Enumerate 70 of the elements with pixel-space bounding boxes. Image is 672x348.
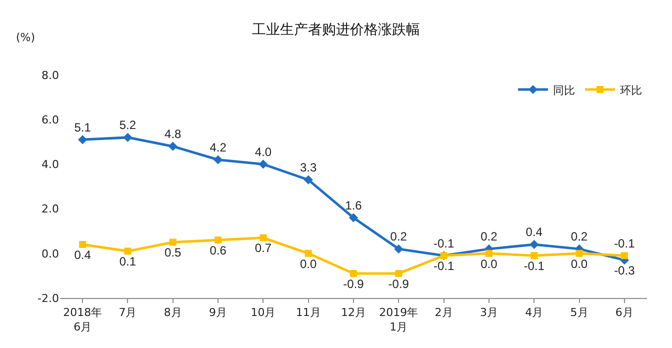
data-label: 0.2 — [480, 230, 498, 244]
point — [260, 234, 267, 242]
point — [258, 160, 268, 169]
x-tick-label: 3月 — [480, 306, 498, 320]
data-label: 0.7 — [254, 241, 272, 256]
data-label: 0.4 — [74, 248, 92, 262]
data-label: 3.3 — [300, 160, 318, 174]
x-tick-label: 8月 — [164, 306, 182, 320]
point — [304, 175, 313, 184]
point — [123, 132, 132, 142]
data-label: 0.5 — [164, 246, 182, 260]
data-label: 4.2 — [210, 140, 227, 154]
chart-title: 工业生产者购进价格涨跌幅 — [252, 22, 420, 38]
data-label: 5.2 — [119, 118, 136, 132]
point — [304, 250, 312, 257]
data-label: 5.1 — [74, 120, 92, 134]
x-tick-label: 4月 — [525, 306, 544, 320]
data-label: 0.2 — [390, 230, 408, 244]
point — [576, 250, 583, 257]
data-label: 0.0 — [480, 256, 498, 271]
y-tick-label: -2.0 — [38, 292, 59, 305]
data-label: -0.1 — [614, 236, 636, 250]
x-tick-label: 2月 — [434, 306, 453, 320]
point — [169, 238, 176, 246]
point — [168, 142, 178, 151]
x-tick-label: 6月 — [615, 306, 634, 320]
data-label: -0.9 — [388, 276, 410, 291]
data-label: 4.0 — [254, 144, 272, 159]
x-tick-label: 11月 — [296, 306, 321, 320]
data-label: 4.8 — [164, 126, 182, 141]
legend-label: 同比 — [553, 84, 575, 97]
y-axis-title: (%) — [16, 31, 36, 44]
point — [530, 252, 538, 260]
point — [394, 244, 404, 254]
data-label: 0.2 — [570, 230, 588, 244]
y-tick-label: 4.0 — [42, 158, 59, 172]
x-tick-label: 7月 — [118, 306, 137, 320]
x-tick-label: 5月 — [570, 306, 588, 320]
point — [350, 270, 357, 277]
data-label: -0.1 — [433, 236, 454, 250]
point — [620, 252, 628, 260]
x-tick-label: 10月 — [250, 306, 276, 320]
point — [395, 270, 402, 277]
x-tick-label: 2019年 1月 — [379, 306, 418, 334]
y-tick-label: 6.0 — [42, 113, 59, 126]
point — [348, 213, 358, 222]
data-label: 0.0 — [570, 256, 588, 271]
point — [124, 248, 132, 255]
x-tick-label: 2018年 6月 — [63, 306, 102, 334]
y-tick-label: 0.0 — [42, 247, 59, 260]
data-label: -0.1 — [524, 259, 545, 274]
data-label: -0.1 — [433, 259, 454, 274]
point — [78, 135, 88, 144]
point — [214, 236, 222, 244]
point — [79, 240, 86, 248]
point — [213, 155, 223, 164]
point — [485, 250, 492, 257]
x-tick-label: 9月 — [209, 306, 228, 320]
y-tick-label: 8.0 — [42, 68, 59, 82]
data-label: 0.0 — [300, 256, 318, 271]
x-tick-label: 12月 — [341, 306, 366, 320]
data-label: -0.3 — [614, 263, 636, 278]
point — [530, 240, 539, 250]
data-label: 1.6 — [345, 198, 362, 212]
data-label: 0.4 — [526, 225, 543, 240]
data-label: 0.1 — [119, 254, 136, 269]
data-label: -0.9 — [343, 276, 364, 291]
data-label: 0.6 — [210, 243, 227, 258]
y-tick-label: 2.0 — [42, 202, 59, 216]
legend-label: 环比 — [620, 84, 642, 97]
